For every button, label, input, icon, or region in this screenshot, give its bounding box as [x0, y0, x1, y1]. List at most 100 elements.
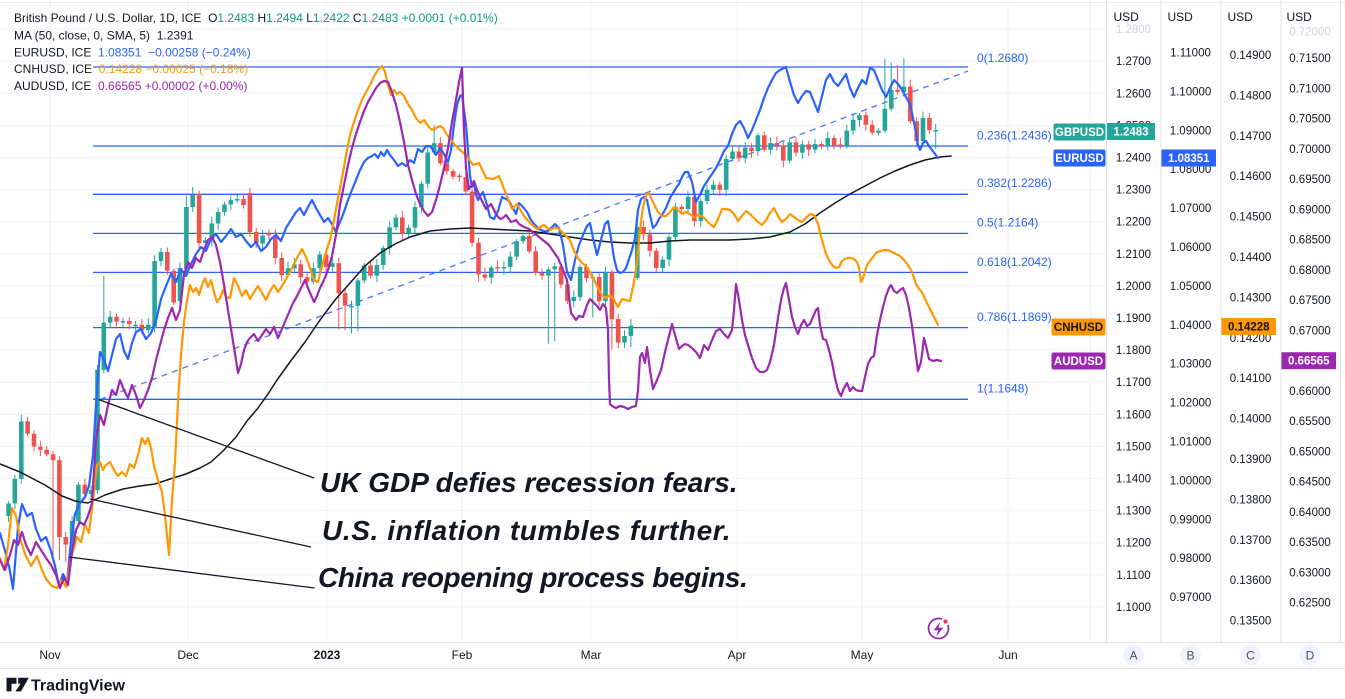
- svg-text:0.13700: 0.13700: [1230, 535, 1272, 547]
- svg-text:0.97000: 0.97000: [1170, 592, 1212, 604]
- svg-text:1.08000: 1.08000: [1170, 164, 1212, 176]
- svg-text:1.1900: 1.1900: [1116, 313, 1151, 325]
- svg-text:0.786(1.1869): 0.786(1.1869): [977, 310, 1052, 324]
- svg-text:0.64000: 0.64000: [1289, 507, 1331, 519]
- svg-text:EURUSD, ICE 1.08351 −0.00258: EURUSD, ICE 1.08351 −0.00258 (−0.24%): [14, 46, 251, 60]
- svg-text:China reopening process begins: China reopening process begins.: [318, 562, 747, 593]
- svg-text:0.70000: 0.70000: [1289, 144, 1331, 156]
- svg-text:USD: USD: [1168, 10, 1194, 24]
- svg-text:0.98000: 0.98000: [1170, 553, 1212, 565]
- svg-text:1.07000: 1.07000: [1170, 203, 1212, 215]
- svg-text:0.14700: 0.14700: [1230, 131, 1272, 143]
- svg-text:1.08351: 1.08351: [1168, 153, 1210, 165]
- svg-text:0.13600: 0.13600: [1230, 575, 1272, 587]
- svg-text:0.72000: 0.72000: [1289, 27, 1331, 39]
- svg-text:2023: 2023: [314, 648, 341, 662]
- svg-text:1(1.1648): 1(1.1648): [977, 382, 1028, 396]
- svg-text:0.13900: 0.13900: [1230, 454, 1272, 466]
- svg-text:0.14000: 0.14000: [1230, 414, 1272, 426]
- svg-text:0.382(1.2286): 0.382(1.2286): [977, 176, 1052, 190]
- svg-text:1.1700: 1.1700: [1116, 377, 1151, 389]
- svg-text:1.1800: 1.1800: [1116, 345, 1151, 357]
- svg-text:1.2800: 1.2800: [1116, 24, 1151, 36]
- svg-text:0.71500: 0.71500: [1289, 53, 1331, 65]
- svg-text:0.14600: 0.14600: [1230, 171, 1272, 183]
- svg-text:D: D: [1306, 649, 1315, 663]
- svg-text:1.06000: 1.06000: [1170, 242, 1212, 254]
- svg-text:0.64500: 0.64500: [1289, 477, 1331, 489]
- svg-text:May: May: [851, 648, 874, 662]
- svg-text:EURUSD: EURUSD: [1055, 153, 1104, 165]
- svg-text:0.63500: 0.63500: [1289, 537, 1331, 549]
- svg-text:CNHUSD: CNHUSD: [1054, 322, 1103, 334]
- svg-text:1.2000: 1.2000: [1116, 281, 1151, 293]
- svg-text:1.11000: 1.11000: [1170, 48, 1211, 60]
- svg-text:0.66565: 0.66565: [1288, 356, 1330, 368]
- svg-text:1.00000: 1.00000: [1170, 475, 1212, 487]
- svg-text:Apr: Apr: [728, 648, 747, 662]
- svg-text:USD: USD: [1228, 10, 1254, 24]
- svg-text:0.14100: 0.14100: [1230, 373, 1272, 385]
- svg-text:B: B: [1186, 649, 1194, 663]
- svg-text:0.69500: 0.69500: [1289, 174, 1331, 186]
- svg-text:1.2600: 1.2600: [1116, 88, 1151, 100]
- svg-text:1.2483: 1.2483: [1113, 127, 1148, 139]
- svg-text:0.66000: 0.66000: [1289, 386, 1331, 398]
- svg-text:AUDUSD: AUDUSD: [1054, 356, 1103, 368]
- svg-text:U.S. inflation tumbles further: U.S. inflation tumbles further.: [322, 515, 731, 546]
- svg-text:1.02000: 1.02000: [1170, 398, 1212, 410]
- svg-text:British Pound / U.S. Dollar, 1: British Pound / U.S. Dollar, 1D, ICE O1.…: [14, 11, 498, 25]
- svg-text:0.13500: 0.13500: [1230, 616, 1272, 628]
- svg-text:0.618(1.2042): 0.618(1.2042): [977, 255, 1052, 269]
- svg-text:Jun: Jun: [998, 648, 1017, 662]
- svg-text:1.01000: 1.01000: [1170, 437, 1212, 449]
- svg-text:1.1400: 1.1400: [1116, 474, 1151, 486]
- svg-text:0.236(1.2436): 0.236(1.2436): [977, 129, 1052, 143]
- svg-text:1.1300: 1.1300: [1116, 506, 1151, 518]
- svg-text:0.14800: 0.14800: [1230, 90, 1272, 102]
- svg-text:0.65500: 0.65500: [1289, 416, 1331, 428]
- svg-text:1.1100: 1.1100: [1116, 570, 1150, 582]
- svg-text:Feb: Feb: [452, 648, 473, 662]
- svg-text:USD: USD: [1287, 10, 1313, 24]
- svg-text:0.67000: 0.67000: [1289, 325, 1331, 337]
- svg-text:1.03000: 1.03000: [1170, 359, 1212, 371]
- svg-text:0.99000: 0.99000: [1170, 514, 1212, 526]
- svg-text:1.04000: 1.04000: [1170, 320, 1212, 332]
- svg-text:1.1200: 1.1200: [1116, 538, 1151, 550]
- svg-text:UK GDP defies recession fears.: UK GDP defies recession fears.: [320, 467, 738, 498]
- svg-text:1.2200: 1.2200: [1116, 217, 1151, 229]
- svg-text:0.14200: 0.14200: [1230, 333, 1272, 345]
- svg-text:1.05000: 1.05000: [1170, 281, 1212, 293]
- svg-text:1.2400: 1.2400: [1116, 153, 1151, 165]
- svg-text:Nov: Nov: [39, 648, 60, 662]
- svg-text:0.14300: 0.14300: [1230, 292, 1272, 304]
- svg-text:0.14900: 0.14900: [1230, 50, 1272, 62]
- svg-text:0.14400: 0.14400: [1230, 252, 1272, 264]
- svg-text:AUDUSD, ICE 0.66565 +0.00002: AUDUSD, ICE 0.66565 +0.00002 (+0.00%): [14, 79, 247, 93]
- svg-text:1.09000: 1.09000: [1170, 125, 1212, 137]
- svg-text:0.62500: 0.62500: [1289, 598, 1331, 610]
- svg-text:0.68000: 0.68000: [1289, 265, 1331, 277]
- svg-text:0.65000: 0.65000: [1289, 446, 1331, 458]
- svg-text:C: C: [1246, 649, 1255, 663]
- svg-text:0.14228: 0.14228: [1228, 322, 1270, 334]
- svg-text:1.2100: 1.2100: [1116, 249, 1151, 261]
- svg-text:A: A: [1129, 649, 1137, 663]
- svg-text:Mar: Mar: [581, 648, 602, 662]
- svg-text:MA (50, close, 0, SMA, 5) 1.2: MA (50, close, 0, SMA, 5) 1.2391: [14, 29, 194, 43]
- svg-text:1.10000: 1.10000: [1170, 86, 1212, 98]
- svg-text:0.68500: 0.68500: [1289, 235, 1331, 247]
- svg-text:0.13800: 0.13800: [1230, 494, 1272, 506]
- svg-text:0.67500: 0.67500: [1289, 295, 1331, 307]
- svg-text:0.69000: 0.69000: [1289, 204, 1331, 216]
- svg-text:0.70500: 0.70500: [1289, 114, 1331, 126]
- svg-text:Dec: Dec: [177, 648, 198, 662]
- svg-text:1.2300: 1.2300: [1116, 185, 1151, 197]
- svg-text:0.71000: 0.71000: [1289, 84, 1331, 96]
- svg-text:0(1.2680): 0(1.2680): [977, 51, 1028, 65]
- svg-text:1.2700: 1.2700: [1116, 56, 1151, 68]
- svg-text:USD: USD: [1114, 10, 1140, 24]
- svg-text:1.1000: 1.1000: [1116, 602, 1151, 614]
- svg-text:1.1500: 1.1500: [1116, 441, 1151, 453]
